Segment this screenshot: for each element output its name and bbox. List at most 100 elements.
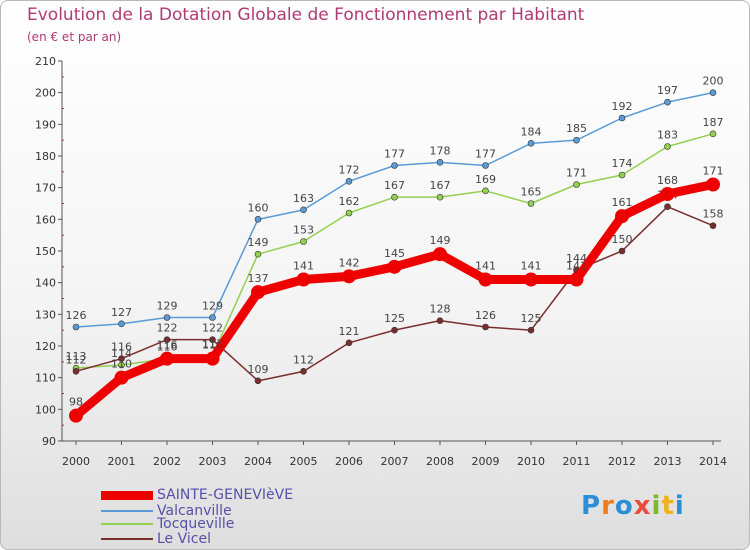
data-point-le-vicel	[436, 317, 444, 324]
data-label-le-vicel: 150	[612, 233, 633, 246]
data-label-valcanville: 129	[157, 300, 178, 313]
data-label-le-vicel: 158	[703, 208, 724, 221]
data-point-tocqueville	[709, 130, 717, 138]
data-point-valcanville	[391, 162, 398, 169]
data-point-le-vicel	[72, 368, 80, 375]
data-point-valcanville	[573, 136, 580, 144]
data-point-valcanville	[300, 206, 307, 214]
data-label-tocqueville: 169	[475, 173, 496, 186]
data-point-valcanville	[163, 314, 171, 321]
x-tick-label: 2005	[290, 455, 318, 468]
data-point-le-vicel	[254, 377, 262, 385]
data-point-le-vicel	[300, 368, 307, 375]
data-label-tocqueville: 187	[703, 116, 724, 129]
data-point-sainte-genevieve	[251, 285, 265, 300]
y-tick-label: 100	[35, 403, 56, 416]
data-point-sainte-genevieve	[205, 351, 220, 366]
x-tick-label: 2004	[244, 455, 272, 468]
data-label-tocqueville: 149	[248, 236, 269, 249]
x-tick-label: 2007	[381, 455, 409, 468]
data-point-le-vicel	[163, 336, 171, 343]
data-label-le-vicel: 121	[339, 325, 360, 338]
legend-item-tocqueville: Tocqueville	[101, 516, 234, 532]
data-label-tocqueville: 183	[657, 129, 678, 142]
y-tick-label: 170	[35, 182, 56, 195]
data-label-valcanville: 160	[248, 201, 269, 214]
data-label-le-vicel: 125	[521, 312, 542, 325]
data-point-valcanville	[482, 162, 489, 169]
data-point-le-vicel	[345, 339, 353, 347]
x-tick-label: 2014	[699, 455, 727, 468]
legend-label-tocqueville: Tocqueville	[157, 516, 235, 532]
data-point-tocqueville	[300, 238, 307, 245]
chart-subtitle: (en € et par an)	[27, 30, 122, 44]
x-tick-label: 2009	[472, 455, 500, 468]
data-point-tocqueville	[391, 193, 398, 201]
legend-swatch-valcanville	[101, 510, 153, 512]
proxiti-logo: Proxiti	[581, 491, 685, 521]
data-point-valcanville	[527, 140, 535, 147]
chart-title: Evolution de la Dotation Globale de Fonc…	[27, 5, 585, 25]
x-tick-label: 2002	[153, 455, 181, 468]
data-label-sainte-genevieve: 110	[111, 358, 132, 371]
data-point-tocqueville	[573, 181, 580, 188]
y-tick-label: 210	[35, 55, 56, 68]
data-label-sainte-genevieve: 141	[566, 260, 587, 273]
data-label-sainte-genevieve: 142	[339, 256, 360, 269]
data-label-valcanville: 127	[111, 306, 132, 319]
data-point-valcanville	[209, 314, 216, 321]
x-tick-label: 2001	[108, 455, 136, 468]
data-label-valcanville: 178	[430, 144, 451, 157]
y-tick-label: 200	[35, 87, 56, 100]
data-point-le-vicel	[391, 326, 398, 334]
y-tick-label: 180	[35, 150, 56, 163]
data-point-sainte-genevieve	[296, 272, 311, 287]
x-tick-label: 2008	[426, 455, 454, 468]
x-tick-label: 2012	[608, 455, 636, 468]
legend-swatch-le-vicel	[101, 538, 153, 540]
data-point-tocqueville	[436, 193, 444, 201]
y-tick-label: 150	[35, 245, 56, 258]
data-label-le-vicel: 112	[293, 353, 314, 366]
data-label-tocqueville: 165	[521, 186, 542, 199]
data-label-sainte-genevieve: 145	[384, 247, 405, 260]
data-point-le-vicel	[527, 326, 535, 334]
data-point-tocqueville	[482, 187, 489, 195]
y-tick-label: 120	[35, 340, 56, 353]
data-point-sainte-genevieve	[433, 247, 447, 262]
y-tick-label: 130	[35, 308, 56, 321]
y-tick-label: 190	[35, 118, 56, 131]
data-point-le-vicel	[118, 355, 125, 362]
y-tick-label: 160	[35, 213, 56, 226]
data-label-valcanville: 185	[566, 122, 587, 135]
data-label-tocqueville: 116	[157, 341, 178, 354]
data-point-valcanville	[664, 98, 671, 106]
data-label-le-vicel: 109	[248, 363, 269, 376]
data-label-tocqueville: 113	[66, 350, 87, 363]
data-label-valcanville: 172	[339, 163, 360, 176]
data-point-sainte-genevieve	[387, 259, 402, 274]
data-label-sainte-genevieve: 98	[69, 396, 83, 409]
data-label-tocqueville: 167	[384, 179, 405, 192]
x-tick-label: 2011	[563, 455, 591, 468]
data-point-sainte-genevieve	[160, 351, 174, 366]
data-label-le-vicel: 122	[157, 322, 178, 335]
data-label-sainte-genevieve: 168	[657, 174, 678, 187]
data-point-sainte-genevieve	[569, 272, 584, 287]
data-point-le-vicel	[618, 247, 626, 255]
data-label-valcanville: 197	[657, 84, 678, 97]
data-label-valcanville: 129	[202, 300, 223, 313]
data-label-le-vicel: 125	[384, 312, 405, 325]
x-tick-label: 2003	[199, 455, 227, 468]
data-label-valcanville: 177	[475, 148, 496, 161]
data-label-le-vicel: 128	[430, 303, 451, 316]
data-point-sainte-genevieve	[615, 209, 629, 224]
data-label-valcanville: 177	[384, 148, 405, 161]
data-label-valcanville: 163	[293, 192, 314, 205]
y-tick-label: 140	[35, 277, 56, 290]
x-tick-label: 2000	[62, 455, 90, 468]
data-label-tocqueville: 153	[293, 224, 314, 237]
data-label-sainte-genevieve: 141	[521, 260, 542, 273]
data-point-valcanville	[254, 216, 262, 223]
data-label-sainte-genevieve: 149	[430, 234, 451, 247]
